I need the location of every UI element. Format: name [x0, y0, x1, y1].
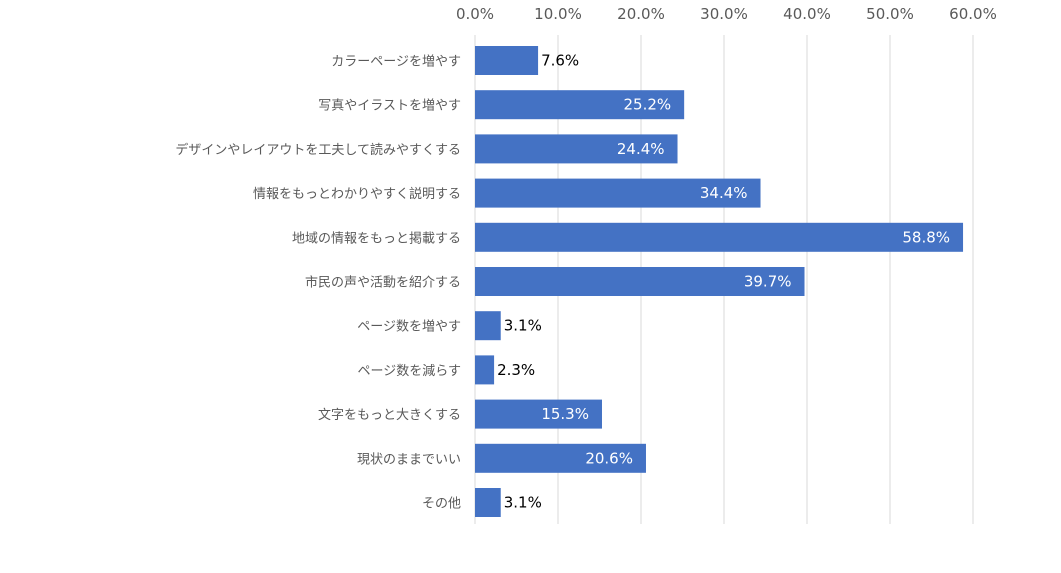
data-label: 3.1%: [504, 494, 542, 512]
data-labels: 7.6% 25.2% 24.4% 34.4% 58.8% 39.7% 3.1% 2.3% 15.…: [497, 52, 950, 512]
category-label: 地域の情報をもっと掲載する: [292, 230, 461, 246]
bar: [475, 355, 495, 385]
category-labels: カラーページを増やす写真やイラストを増やすデザインやレイアウトを工夫して読みやす…: [175, 55, 461, 512]
bar: [475, 90, 685, 120]
category-label: その他: [422, 497, 461, 512]
x-tick-label: 0.0%: [456, 5, 494, 23]
data-label: 58.8%: [902, 228, 950, 246]
category-label: デザインやレイアウトを工夫して読みやすくする: [175, 142, 461, 158]
data-label: 24.4%: [617, 140, 665, 158]
x-tick-label: 30.0%: [700, 5, 748, 23]
data-label: 20.6%: [585, 449, 633, 467]
x-tick-label: 20.0%: [617, 5, 665, 23]
category-label: 写真やイラストを増やす: [318, 99, 461, 114]
bar: [475, 134, 678, 164]
category-label: カラーページを増やす: [331, 55, 461, 70]
x-tick-label: 50.0%: [866, 5, 914, 23]
bar: [475, 178, 761, 208]
data-label: 39.7%: [744, 273, 792, 291]
bar: [475, 46, 539, 75]
data-label: 7.6%: [541, 52, 579, 70]
data-label: 15.3%: [541, 405, 589, 423]
bar: [475, 222, 964, 252]
bar: [475, 399, 602, 429]
data-label: 2.3%: [497, 361, 535, 379]
x-axis-ticks: 0.0% 10.0% 20.0% 30.0% 40.0% 50.0% 60.0%: [456, 5, 997, 23]
category-label: 市民の声や活動を紹介する: [305, 275, 461, 291]
x-tick-label: 40.0%: [783, 5, 831, 23]
data-label: 34.4%: [700, 184, 748, 202]
bar: [475, 443, 646, 473]
x-tick-label: 10.0%: [534, 5, 582, 23]
bars: [475, 46, 964, 517]
category-label: 現状のままでいい: [357, 452, 461, 467]
category-label: 文字をもっと大きくする: [318, 408, 461, 423]
category-label: ページ数を減らす: [358, 363, 461, 379]
bar: [475, 488, 501, 517]
category-label: 情報をもっとわかりやすく説明する: [253, 186, 461, 202]
category-label: ページ数を増やす: [357, 320, 461, 335]
bar: [475, 311, 501, 341]
data-label: 25.2%: [624, 96, 672, 114]
data-label: 3.1%: [504, 317, 542, 335]
x-tick-label: 60.0%: [949, 5, 997, 23]
bar: [475, 267, 805, 296]
